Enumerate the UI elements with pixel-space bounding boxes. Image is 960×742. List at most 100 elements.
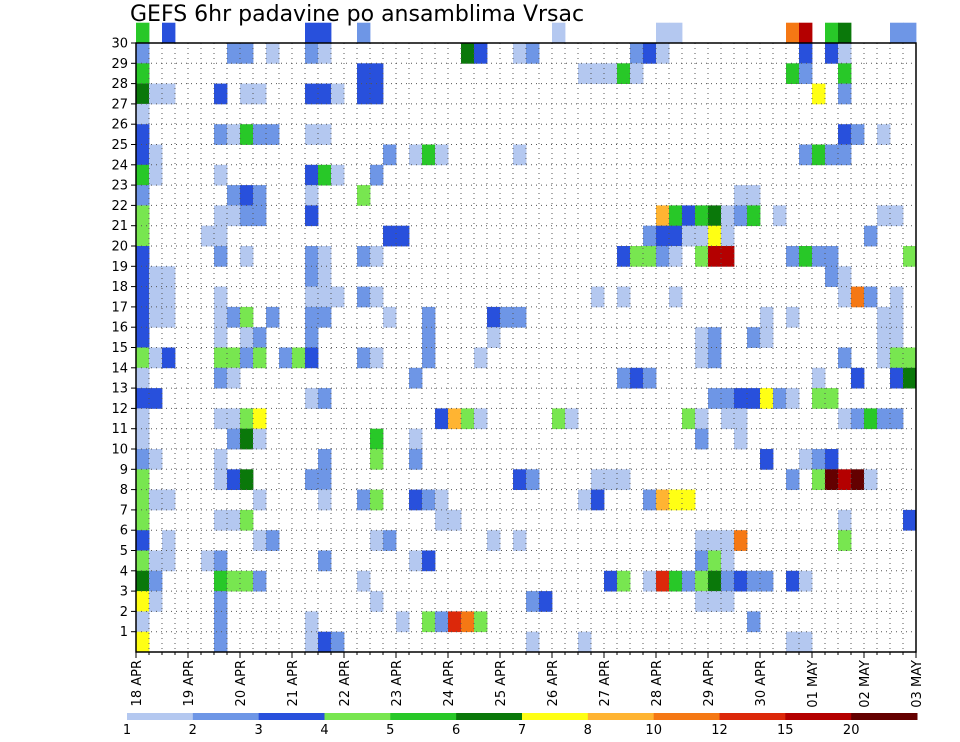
heatmap-cell: [318, 22, 332, 44]
heatmap-cell: [513, 43, 527, 64]
heatmap-cell: [383, 530, 397, 551]
heatmap-cell: [695, 205, 709, 227]
heatmap-cell: [695, 225, 709, 247]
heatmap-cell: [474, 408, 488, 430]
heatmap-cell: [825, 246, 839, 267]
colorbar-label: 7: [518, 723, 526, 738]
y-tick-label: 14: [111, 361, 128, 376]
heatmap-cell: [240, 347, 254, 369]
heatmap-cell: [149, 449, 163, 470]
y-tick-label: 7: [120, 503, 128, 518]
heatmap-cell: [760, 449, 774, 470]
heatmap-cell: [851, 408, 865, 430]
heatmap-cell: [903, 509, 917, 531]
heatmap-cell: [214, 509, 228, 531]
heatmap-cell: [162, 550, 176, 572]
heatmap-cell: [149, 489, 163, 511]
y-axis-ticks: 1234567891011121314151617181920212223242…: [111, 37, 136, 640]
heatmap-cell: [799, 63, 813, 84]
heatmap-cell: [526, 43, 540, 64]
heatmap-cell: [656, 43, 670, 64]
heatmap-cell: [890, 22, 904, 44]
heatmap-cell: [305, 327, 319, 348]
heatmap-cell: [838, 266, 852, 287]
colorbar-swatch: [456, 713, 523, 720]
heatmap-cell: [656, 489, 670, 511]
heatmap-cell: [227, 367, 241, 389]
heatmap-cell: [318, 469, 332, 490]
heatmap-cell: [370, 489, 384, 511]
heatmap-cell: [552, 22, 566, 44]
heatmap-cell: [812, 367, 826, 389]
heatmap-cell: [214, 408, 228, 430]
heatmap-cell: [136, 631, 150, 653]
heatmap-cell: [838, 530, 852, 551]
heatmap-cell: [890, 286, 904, 308]
heatmap-cell: [851, 286, 865, 308]
heatmap-cell: [799, 144, 813, 166]
heatmap-cell: [643, 367, 657, 389]
heatmap-cell: [253, 347, 267, 369]
heatmap-cell: [682, 570, 696, 592]
heatmap-cell: [669, 246, 683, 267]
heatmap-cell: [136, 164, 150, 186]
heatmap-cell: [162, 530, 176, 551]
heatmap-cell: [487, 530, 501, 551]
heatmap-cell: [357, 246, 371, 267]
heatmap-cell: [370, 428, 384, 450]
x-tick-label: 19 APR: [182, 660, 197, 706]
heatmap-cell: [656, 570, 670, 592]
y-tick-label: 20: [111, 240, 128, 255]
heatmap-cell: [617, 286, 631, 308]
heatmap-cell: [786, 570, 800, 592]
heatmap-cell: [149, 266, 163, 287]
heatmap-cell: [422, 327, 436, 348]
heatmap-cell: [305, 246, 319, 267]
x-tick-label: 03 MAY: [910, 660, 925, 708]
y-tick-label: 28: [111, 77, 128, 92]
heatmap-cell: [734, 408, 748, 430]
heatmap-cell: [825, 469, 839, 490]
colorbar-swatch: [324, 713, 391, 720]
heatmap-cell: [383, 144, 397, 166]
heatmap-cell: [682, 489, 696, 511]
heatmap-cell: [864, 408, 878, 430]
heatmap-cell: [656, 205, 670, 227]
colorbar: 1 2 3 4 5 6 7 8 10 12 15 20: [123, 713, 918, 738]
colorbar-label: 4: [320, 723, 328, 738]
heatmap-cell: [734, 570, 748, 592]
heatmap-cell: [318, 164, 332, 186]
heatmap-cell: [799, 22, 813, 44]
heatmap-cell: [552, 408, 566, 430]
heatmap-cell: [227, 43, 241, 64]
heatmap-cell: [786, 63, 800, 84]
heatmap-cell: [838, 22, 852, 44]
heatmap-cell: [227, 347, 241, 369]
heatmap-cell: [227, 469, 241, 490]
heatmap-cell: [799, 449, 813, 470]
heatmap-cell: [253, 570, 267, 592]
heatmap-cell: [227, 306, 241, 328]
heatmap-cell: [240, 205, 254, 227]
y-tick-label: 4: [120, 564, 128, 579]
heatmap-cell: [591, 286, 605, 308]
heatmap-cell: [721, 530, 735, 551]
heatmap-cell: [331, 631, 345, 653]
heatmap-cell: [422, 611, 436, 633]
heatmap-cell: [149, 83, 163, 105]
heatmap-cell: [591, 469, 605, 490]
heatmap-cell: [136, 144, 150, 166]
heatmap-cell: [240, 469, 254, 490]
heatmap-cell: [331, 286, 345, 308]
colorbar-label: 20: [843, 723, 860, 738]
heatmap-cell: [214, 124, 228, 145]
x-tick-label: 27 APR: [598, 660, 613, 706]
heatmap-cell: [201, 225, 215, 247]
heatmap-cell: [721, 408, 735, 430]
heatmap-cell: [305, 347, 319, 369]
heatmap-cell: [136, 103, 150, 125]
heatmap-cell: [903, 347, 917, 369]
heatmap-cell: [669, 205, 683, 227]
heatmap-cell: [578, 63, 592, 84]
heatmap-cell: [227, 185, 241, 206]
